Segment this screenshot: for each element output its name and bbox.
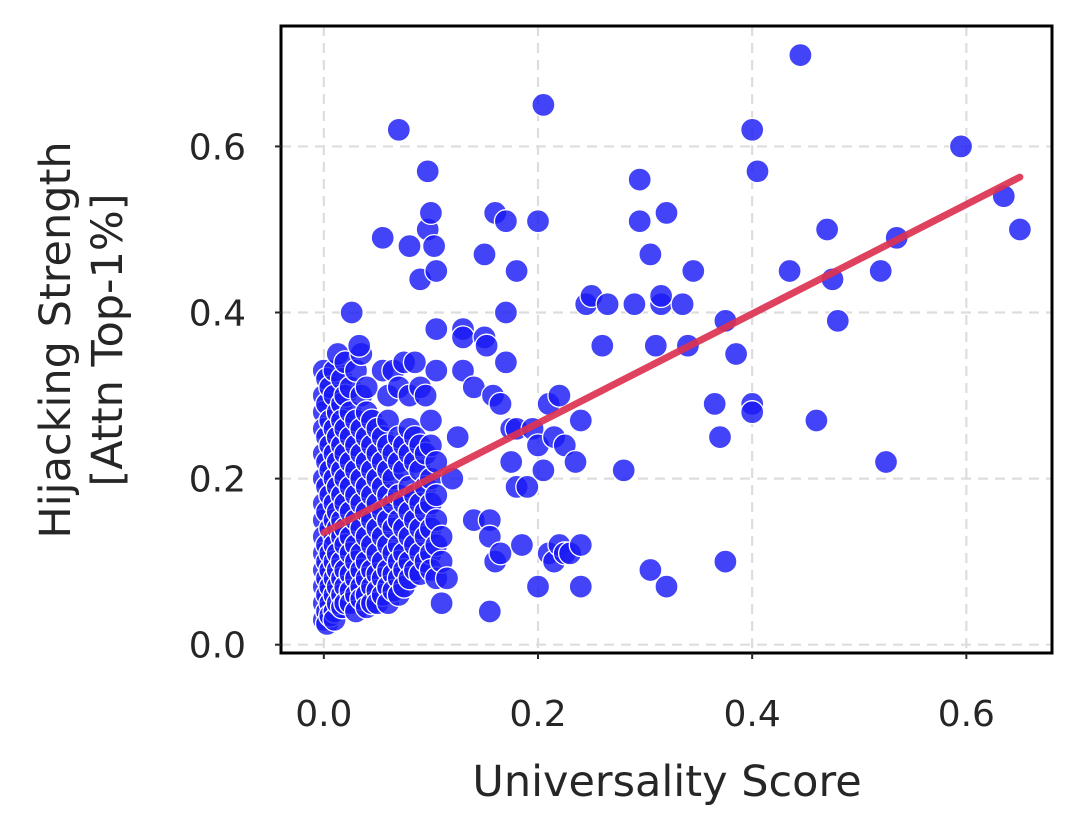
y-axis-title-line2: [Attn Top-1%] xyxy=(83,193,133,486)
data-point-313 xyxy=(702,391,727,417)
data-point-303 xyxy=(638,242,663,267)
data-point-286 xyxy=(547,383,572,408)
data-point-274 xyxy=(509,532,535,558)
data-point-329 xyxy=(873,449,899,475)
axis-ticks: 0.0 0.2 0.4 0.6 0.0 0.2 0.4 0.6 xyxy=(189,127,995,735)
data-point-324 xyxy=(804,408,829,433)
data-point-226 xyxy=(424,358,449,383)
data-point-243 xyxy=(418,200,444,226)
data-point-280 xyxy=(531,92,556,118)
trend-line xyxy=(320,173,1024,537)
data-point-228 xyxy=(424,483,449,508)
data-point-299 xyxy=(611,458,636,483)
data-point-317 xyxy=(723,341,749,367)
data-point-323 xyxy=(788,42,813,68)
data-point-266 xyxy=(493,209,519,234)
data-point-241 xyxy=(415,159,440,184)
data-point-199 xyxy=(402,350,428,375)
data-point-305 xyxy=(643,333,668,358)
data-point-233 xyxy=(429,524,454,549)
data-point-238 xyxy=(386,117,411,142)
data-point-302 xyxy=(627,209,652,234)
data-point-265 xyxy=(488,541,513,566)
data-point-309 xyxy=(654,574,679,599)
data-point-260 xyxy=(477,599,502,624)
data-point-310 xyxy=(670,292,695,317)
y-axis-title-line1: Hijacking Strength xyxy=(31,141,81,538)
data-point-255 xyxy=(472,242,497,267)
data-point-264 xyxy=(488,391,513,417)
data-point-301 xyxy=(627,167,652,192)
data-point-281 xyxy=(531,458,556,483)
plot-frame xyxy=(279,24,1054,655)
data-point-327 xyxy=(825,308,850,333)
data-point-291 xyxy=(563,449,588,475)
data-point-333 xyxy=(1007,217,1033,242)
data-point-279 xyxy=(525,574,551,599)
data-point-300 xyxy=(622,292,647,317)
data-point-219 xyxy=(418,408,444,433)
x-tick-label-0: 0.0 xyxy=(295,694,352,735)
data-point-246 xyxy=(424,316,449,342)
data-point-292 xyxy=(568,408,593,433)
data-point-325 xyxy=(814,217,840,242)
data-point-237 xyxy=(370,225,395,250)
data-point-257 xyxy=(474,333,499,358)
y-tick-label-3: 0.6 xyxy=(189,127,246,168)
data-point-249 xyxy=(445,424,470,450)
x-tick-label-2: 0.4 xyxy=(724,694,781,735)
data-point-322 xyxy=(777,258,802,284)
data-points xyxy=(311,42,1033,637)
data-point-297 xyxy=(590,333,615,358)
data-point-331 xyxy=(948,134,974,159)
y-tick-label-0: 0.0 xyxy=(189,626,246,667)
data-point-307 xyxy=(648,283,674,309)
data-point-308 xyxy=(654,200,679,226)
data-point-298 xyxy=(595,292,620,317)
data-point-314 xyxy=(707,424,733,450)
regression-line xyxy=(320,173,1024,537)
data-point-236 xyxy=(347,333,372,358)
data-point-268 xyxy=(493,350,519,375)
data-point-235 xyxy=(339,300,364,325)
data-point-270 xyxy=(499,449,524,475)
data-point-328 xyxy=(868,258,893,284)
data-point-245 xyxy=(424,258,449,284)
data-point-213 xyxy=(413,383,438,408)
data-point-312 xyxy=(681,258,706,284)
x-axis-title: Universality Score xyxy=(472,757,861,807)
data-point-247 xyxy=(429,591,454,616)
data-point-304 xyxy=(638,557,663,583)
x-tick-label-3: 0.6 xyxy=(938,694,995,735)
data-point-294 xyxy=(568,574,593,599)
data-point-244 xyxy=(421,233,447,259)
x-tick-label-1: 0.2 xyxy=(509,694,566,735)
data-point-316 xyxy=(713,549,738,574)
data-point-239 xyxy=(397,233,422,259)
data-point-118 xyxy=(354,375,379,400)
data-point-318 xyxy=(740,117,765,142)
data-point-293 xyxy=(568,532,593,558)
data-point-267 xyxy=(493,300,519,325)
data-point-275 xyxy=(515,474,540,500)
y-tick-label-2: 0.4 xyxy=(189,294,246,335)
data-point-277 xyxy=(525,209,551,234)
data-point-320 xyxy=(740,400,765,425)
y-tick-label-1: 0.2 xyxy=(189,460,246,501)
data-point-321 xyxy=(745,159,770,184)
data-point-271 xyxy=(504,258,529,284)
data-point-251 xyxy=(450,325,476,350)
data-point-234 xyxy=(434,566,460,591)
